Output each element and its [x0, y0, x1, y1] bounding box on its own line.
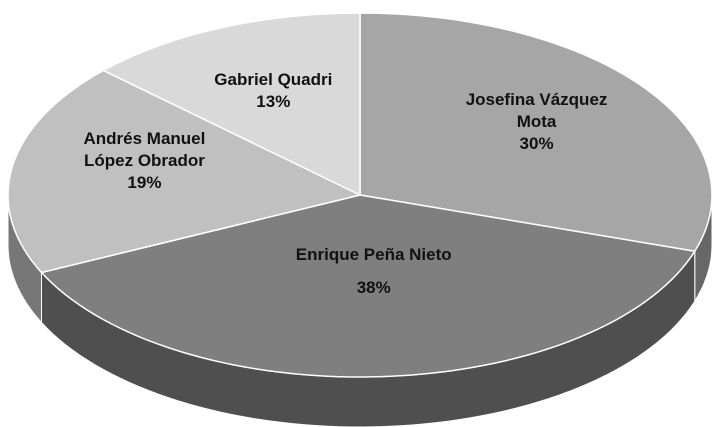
slice-value-label: 13%: [256, 92, 291, 112]
slice-value-label: 19%: [127, 172, 162, 192]
pie-slice: [359, 12, 713, 252]
slice-label: Andrés Manuel López Obrador: [83, 128, 206, 170]
pie-slice: [7, 69, 361, 274]
slice-label: Josefina Vázquez Mota: [465, 89, 608, 131]
slice-value-label: 30%: [519, 133, 554, 153]
pie-slice: [40, 194, 696, 378]
slice-label: Gabriel Quadri: [214, 70, 333, 90]
pie-slice: [102, 12, 361, 196]
slice-value-label: 38%: [356, 277, 391, 297]
slice-label: Enrique Peña Nieto: [295, 244, 452, 264]
